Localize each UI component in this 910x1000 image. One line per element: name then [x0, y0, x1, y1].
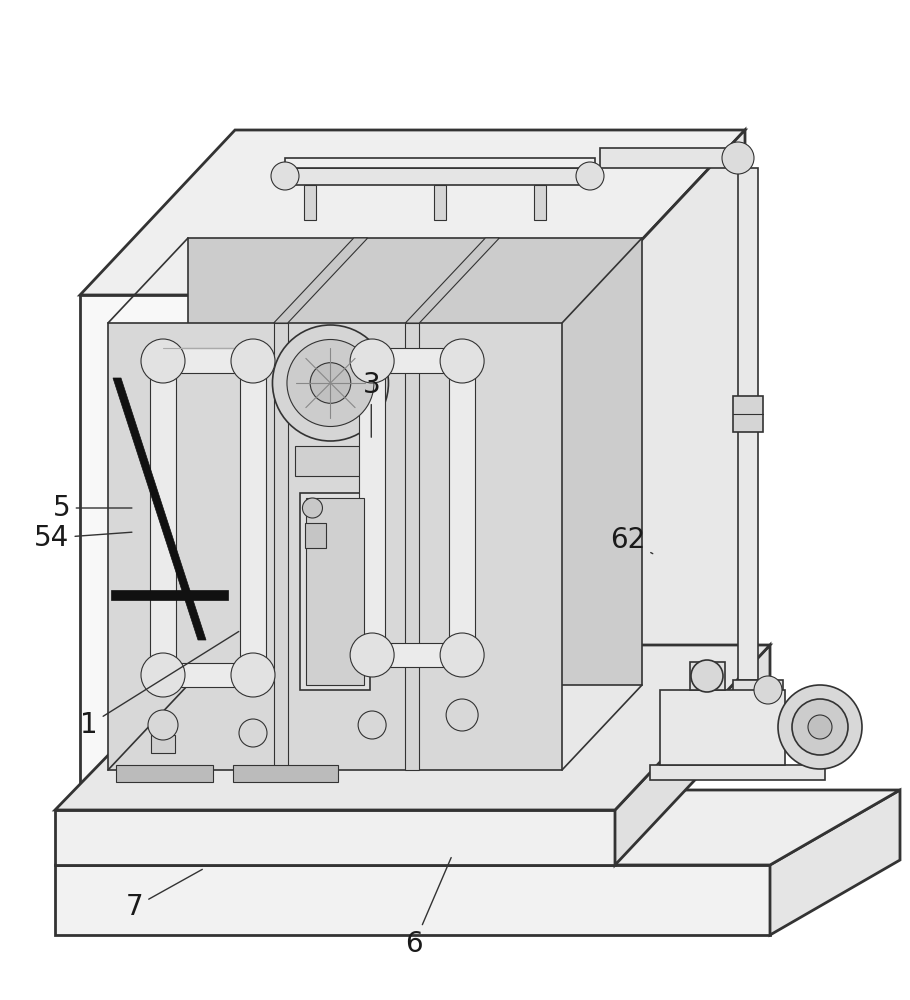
Text: 5: 5 [53, 494, 132, 522]
Circle shape [141, 339, 185, 383]
Polygon shape [55, 865, 770, 935]
Circle shape [148, 710, 178, 740]
Polygon shape [590, 130, 745, 810]
Polygon shape [80, 130, 745, 295]
Polygon shape [151, 735, 175, 753]
Circle shape [359, 711, 386, 739]
Circle shape [808, 715, 832, 739]
Polygon shape [405, 238, 500, 323]
Polygon shape [738, 168, 758, 680]
Polygon shape [150, 373, 176, 675]
Polygon shape [434, 185, 446, 220]
Polygon shape [650, 765, 825, 780]
Circle shape [231, 339, 275, 383]
Polygon shape [534, 185, 546, 220]
Text: 1: 1 [80, 631, 238, 739]
Polygon shape [233, 765, 338, 782]
Circle shape [272, 325, 389, 441]
Circle shape [239, 719, 267, 747]
Polygon shape [55, 790, 900, 865]
Polygon shape [296, 446, 366, 476]
Circle shape [691, 660, 723, 692]
Circle shape [302, 498, 322, 518]
Text: 54: 54 [35, 524, 132, 552]
Polygon shape [55, 645, 770, 810]
Polygon shape [285, 158, 595, 168]
Circle shape [440, 633, 484, 677]
Circle shape [350, 339, 394, 383]
Polygon shape [306, 523, 327, 548]
Circle shape [350, 633, 394, 677]
Circle shape [778, 685, 862, 769]
Polygon shape [300, 493, 370, 690]
Polygon shape [274, 238, 368, 323]
Circle shape [271, 162, 299, 190]
Text: 62: 62 [611, 526, 652, 554]
Polygon shape [80, 295, 590, 810]
Polygon shape [359, 373, 385, 655]
Polygon shape [450, 373, 475, 655]
Circle shape [141, 653, 185, 697]
Polygon shape [163, 663, 253, 687]
Circle shape [446, 699, 478, 731]
Polygon shape [108, 323, 562, 770]
Text: 6: 6 [405, 858, 451, 958]
Polygon shape [240, 373, 266, 675]
Polygon shape [55, 810, 615, 865]
Polygon shape [600, 148, 733, 168]
Polygon shape [372, 643, 462, 667]
Polygon shape [113, 378, 206, 640]
Polygon shape [188, 238, 642, 685]
Polygon shape [116, 765, 213, 782]
Text: 7: 7 [126, 869, 202, 921]
Circle shape [792, 699, 848, 755]
Polygon shape [615, 645, 770, 865]
Polygon shape [372, 348, 462, 373]
Polygon shape [660, 690, 785, 765]
Circle shape [231, 653, 275, 697]
Polygon shape [405, 323, 420, 770]
Polygon shape [111, 590, 228, 600]
Polygon shape [163, 348, 253, 373]
Circle shape [754, 676, 782, 704]
Polygon shape [733, 680, 783, 700]
Circle shape [440, 339, 484, 383]
Polygon shape [770, 790, 900, 935]
Circle shape [310, 363, 350, 403]
Circle shape [576, 162, 604, 190]
Text: 3: 3 [362, 371, 380, 437]
Polygon shape [304, 185, 316, 220]
Polygon shape [733, 396, 763, 432]
Polygon shape [274, 323, 288, 770]
Polygon shape [307, 498, 365, 685]
Polygon shape [690, 662, 725, 690]
Circle shape [722, 142, 754, 174]
Circle shape [287, 340, 374, 426]
Polygon shape [285, 168, 595, 185]
